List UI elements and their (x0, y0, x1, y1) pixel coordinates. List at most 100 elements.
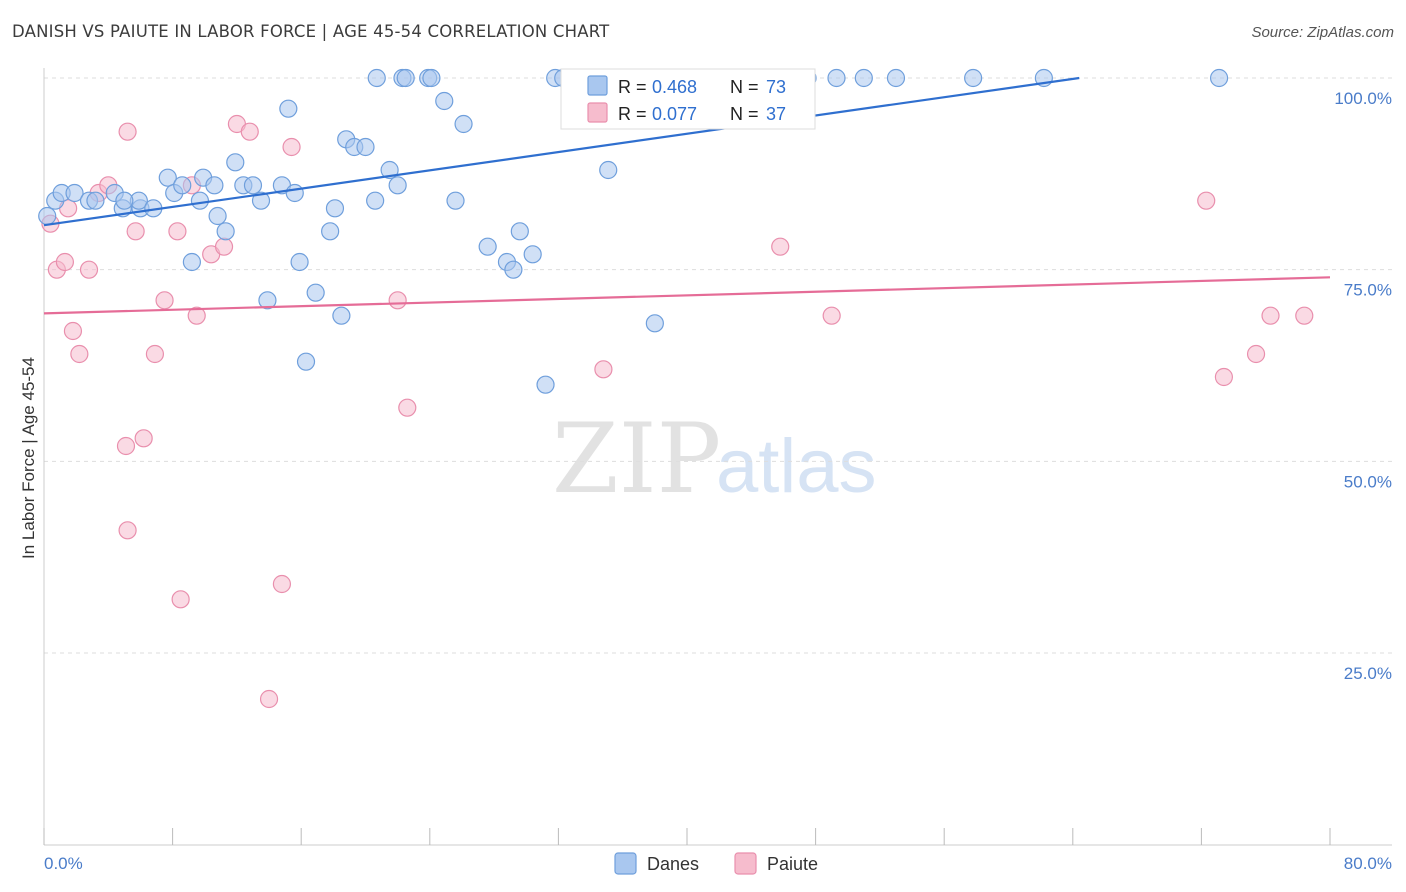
danes-trend-line (43, 76, 1080, 227)
danes-point-33 (325, 199, 345, 218)
danes-point-16 (190, 191, 210, 210)
watermark: ZIP atlas (552, 403, 877, 515)
paiute-point-9 (118, 521, 137, 540)
legend-swatch-danes (614, 852, 637, 875)
paiute-point-13 (145, 344, 165, 364)
danes-point-39 (380, 160, 399, 180)
legend-label-paiute: Paiute (767, 854, 818, 874)
paiute-point-23 (272, 574, 292, 594)
danes-points (38, 68, 1229, 394)
danes-point-40 (388, 176, 407, 195)
danes-point-52 (510, 222, 529, 241)
y-tick-label-100: 100.0% (1334, 89, 1392, 108)
danes-point-63 (854, 68, 873, 88)
danes-point-12 (158, 168, 177, 187)
danes-point-25 (258, 291, 277, 310)
x-tick-label-min: 0.0% (44, 854, 83, 873)
chart-title: DANISH VS PAIUTE IN LABOR FORCE | AGE 45… (12, 22, 610, 41)
legend-swatch-paiute (734, 852, 757, 875)
danes-point-11 (115, 191, 134, 210)
paiute-point-25 (388, 291, 407, 310)
danes-point-43 (396, 68, 415, 88)
danes-point-21 (226, 153, 245, 172)
paiute-point-17 (187, 306, 206, 325)
stats-legend: R = 0.468 N = 73 R = 0.077 N = 37 (560, 68, 816, 130)
stats-paiute-n-value: 37 (766, 104, 786, 124)
danes-point-54 (536, 375, 555, 394)
paiute-point-10 (118, 122, 137, 141)
paiute-point-31 (1214, 367, 1234, 387)
paiute-point-30 (1197, 191, 1216, 210)
paiute-point-15 (168, 222, 187, 241)
stats-danes-n-value: 73 (766, 77, 786, 97)
stats-swatch-paiute (587, 102, 608, 123)
paiute-point-11 (126, 222, 145, 241)
danes-point-49 (478, 237, 497, 256)
chart-source: Source: ZipAtlas.com (1251, 24, 1394, 41)
danes-point-28 (285, 183, 304, 203)
paiute-point-29 (822, 306, 841, 325)
danes-point-41 (367, 68, 386, 88)
paiute-point-19 (214, 237, 234, 256)
danes-point-37 (356, 137, 375, 157)
stats-danes-r-label: R = (618, 77, 647, 97)
paiute-point-8 (116, 436, 136, 456)
bottom-legend: Danes Paiute (614, 852, 818, 875)
watermark-zip: ZIP (552, 403, 721, 515)
axes (43, 68, 1392, 846)
paiute-point-34 (1295, 306, 1314, 325)
paiute-point-12 (134, 429, 153, 448)
danes-point-48 (454, 114, 473, 134)
watermark-atlas: atlas (716, 424, 877, 509)
danes-point-15 (182, 252, 201, 272)
x-axis-ticks (43, 828, 1331, 845)
stats-danes-n-label: N = (730, 77, 759, 97)
paiute-point-2 (55, 252, 74, 272)
stats-danes-r-value: 0.468 (652, 77, 697, 97)
danes-point-14 (173, 176, 192, 195)
paiute-point-26 (398, 398, 417, 417)
danes-point-0 (38, 206, 57, 226)
danes-point-19 (208, 206, 227, 226)
danes-point-24 (251, 191, 271, 210)
paiute-trend-line (43, 276, 1331, 315)
stats-paiute-n-label: N = (730, 104, 759, 124)
stats-paiute-r-label: R = (618, 104, 647, 124)
danes-point-67 (1209, 68, 1229, 88)
paiute-point-21 (240, 122, 259, 141)
danes-point-20 (216, 222, 235, 241)
paiute-point-27 (594, 360, 613, 379)
danes-point-30 (296, 352, 316, 371)
paiute-point-22 (259, 689, 279, 709)
danes-point-57 (645, 314, 664, 333)
danes-point-3 (65, 183, 84, 203)
danes-point-32 (321, 222, 340, 241)
danes-point-53 (523, 245, 542, 264)
danes-point-47 (446, 191, 465, 210)
paiute-point-16 (171, 590, 190, 609)
legend-label-danes: Danes (647, 854, 699, 874)
danes-point-38 (366, 191, 385, 210)
danes-point-51 (504, 260, 523, 279)
danes-point-5 (86, 191, 105, 210)
danes-point-62 (827, 68, 846, 88)
danes-point-64 (886, 68, 906, 88)
y-tick-label-50: 50.0% (1344, 472, 1392, 491)
danes-point-23 (243, 176, 263, 195)
danes-point-18 (205, 176, 224, 195)
x-tick-label-max: 80.0% (1344, 854, 1392, 873)
danes-point-27 (279, 99, 298, 118)
danes-point-34 (332, 306, 351, 325)
y-axis-title: In Labor Force | Age 45-54 (19, 357, 38, 559)
danes-point-45 (422, 68, 441, 88)
y-tick-label-25: 25.0% (1344, 664, 1392, 683)
paiute-point-3 (63, 321, 83, 341)
y-tick-label-75: 75.0% (1344, 281, 1392, 300)
paiute-point-24 (282, 137, 301, 157)
danes-point-46 (435, 91, 454, 111)
stats-paiute-r-value: 0.077 (652, 104, 697, 124)
y-tick-labels: 25.0% 50.0% 75.0% 100.0% (1334, 89, 1392, 683)
paiute-point-28 (771, 237, 790, 256)
paiute-point-5 (79, 260, 99, 279)
paiute-point-4 (70, 344, 89, 364)
